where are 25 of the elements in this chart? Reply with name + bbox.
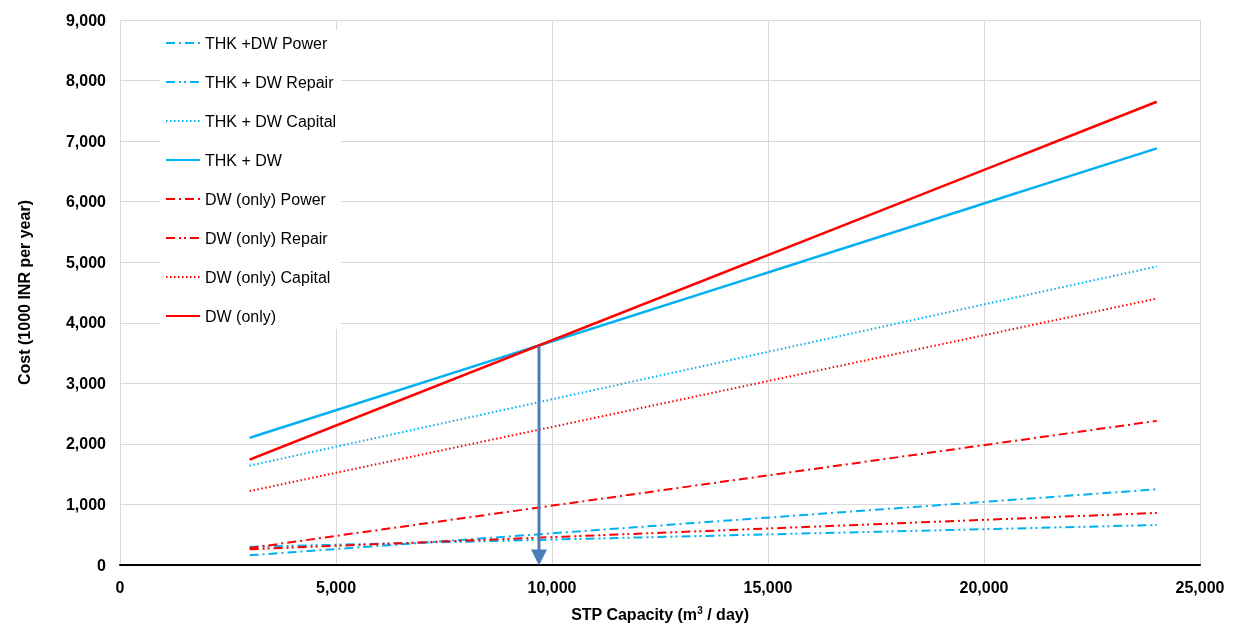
legend-label: THK + DW — [205, 151, 283, 169]
y-tick-label: 0 — [97, 556, 107, 574]
legend-label: DW (only) Capital — [205, 268, 331, 286]
y-tick-label: 8,000 — [65, 72, 107, 90]
y-tick-label: 2,000 — [65, 435, 107, 453]
y-tick-label: 6,000 — [65, 193, 107, 211]
legend-label: THK +DW Power — [205, 34, 328, 52]
x-tick-label: 5,000 — [315, 578, 357, 596]
legend-label: DW (only) Power — [205, 190, 327, 208]
y-tick-label: 3,000 — [65, 374, 107, 392]
legend-label: THK + DW Repair — [205, 73, 335, 91]
x-tick-label: 15,000 — [743, 578, 793, 596]
x-tick-label: 10,000 — [527, 578, 577, 596]
y-tick-label: 4,000 — [65, 314, 107, 332]
y-tick-label: 9,000 — [65, 11, 107, 29]
y-tick-label: 5,000 — [65, 253, 107, 271]
y-axis-title: Cost (1000 INR per year) — [15, 200, 33, 385]
legend-label: THK + DW Capital — [205, 112, 337, 130]
y-tick-label: 7,000 — [65, 132, 107, 150]
x-tick-label: 20,000 — [959, 578, 1009, 596]
x-tick-label: 25,000 — [1175, 578, 1225, 596]
legend-label: DW (only) Repair — [205, 229, 329, 247]
legend-label: DW (only) — [205, 307, 277, 325]
x-tick-label: 0 — [115, 578, 125, 596]
y-tick-label: 1,000 — [65, 495, 107, 513]
